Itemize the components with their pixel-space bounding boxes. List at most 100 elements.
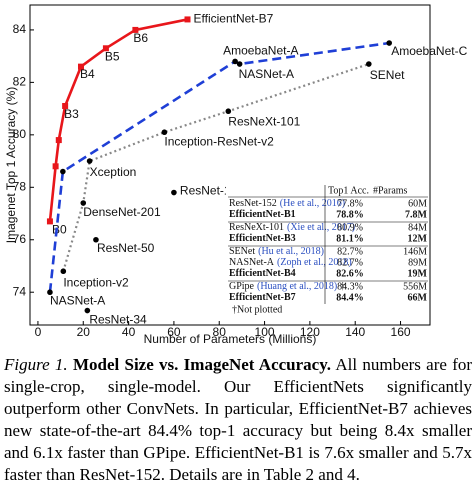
caption-title: Model Size vs. ImageNet Accuracy. [72,355,332,374]
table-model: EfficientNet-B7 [229,292,296,303]
point [47,289,53,296]
point [60,168,66,175]
point [102,45,109,52]
citation: (Hu et al., 2018) [258,246,324,257]
table-box [226,183,429,318]
citation: (Xie et al., 2017) [287,222,355,233]
point [161,129,168,136]
point-label: AmoebaNet-C [391,44,467,58]
point [60,268,67,275]
point [86,158,93,164]
x-tick-label: 60 [167,325,181,339]
table-params: 19M [408,268,428,279]
caption-text: All numbers are for single-crop, single-… [4,355,473,484]
table-model: NASNet-A (Zoph et al., 2018) [229,257,352,268]
y-tick-label: 80 [13,127,27,141]
point [55,137,62,144]
table-footnote: †Not plotted [232,304,282,315]
table-acc: 78.8% [336,209,364,220]
table-model: EfficientNet-B4 [229,268,296,279]
point [80,200,87,206]
point-label: B4 [80,67,95,81]
table-header: Top1 Acc. [328,185,369,196]
point [225,108,232,115]
y-tick-label: 76 [13,232,27,246]
note-mark: † [340,281,345,292]
table-acc: 84.3% [337,281,363,292]
point [62,102,69,109]
x-tick-label: 80 [213,325,227,339]
table-params: 556M [403,281,427,292]
point [232,58,238,65]
point-label: ResNeXt-101 [228,114,300,128]
table-params: 12M [408,233,428,244]
table-acc: 84.4% [336,292,364,303]
x-tick-label: 100 [255,325,275,339]
table-params: 89M [408,257,427,268]
model: ResNeXt-101 [229,222,284,233]
table-model: GPipe (Huang et al., 2018) † [229,281,345,292]
point-label: ResNet-34 [89,313,147,327]
model: ResNet-152 [229,198,277,209]
point-label: AmoebaNet-A [223,44,298,58]
model: EfficientNet-B3 [229,233,296,244]
y-tick-label: 84 [13,22,27,36]
caption: Figure 1. Model Size vs. ImageNet Accura… [4,354,472,486]
x-tick-label: 120 [300,325,320,339]
point-label: Inception-ResNet-v2 [164,134,274,148]
table-params: 84M [408,222,427,233]
x-axis-label: Number of Parameters (Millions) [144,332,317,346]
point [184,16,191,23]
table-header: #Params [373,185,408,196]
point-label: Xception [90,165,137,179]
caption-label: Figure 1. [4,355,68,374]
x-tick-label: 40 [122,325,136,339]
table-params: 146M [403,246,427,257]
point [366,61,372,67]
chart: Number of Parameters (Millions) Imagenet… [4,4,468,346]
point-label: Inception-v2 [63,275,129,289]
point [132,26,139,33]
model: NASNet-A [229,257,275,268]
model: EfficientNet-B1 [229,209,296,220]
x-tick-label: 140 [345,325,365,339]
table-model: EfficientNet-B3 [229,233,296,244]
model: SENet [229,246,255,257]
point-label: B6 [133,31,148,45]
y-tick-label: 82 [13,75,27,89]
table-model: ResNet-152 (He et al., 2016) [229,198,345,209]
point-label: NASNet-A [239,67,294,81]
point-label: DenseNet-201 [83,205,161,219]
point [52,163,59,170]
point-label: B0 [52,223,67,237]
y-tick-label: 78 [13,179,27,193]
table-acc: 82.7% [337,246,363,257]
x-tick-label: 160 [391,325,411,339]
model: GPipe [229,281,255,292]
point [171,189,177,196]
table-acc: 80.9% [337,222,363,233]
x-tick-label: 0 [35,325,42,339]
point-label: SENet [370,68,405,82]
point-label: NASNet-A [50,293,105,307]
point-label: B5 [105,49,120,63]
table-params: 7.8M [405,209,428,220]
table-model: ResNeXt-101 (Xie et al., 2017) [229,222,355,233]
y-axis-label: Imagenet Top 1 Accuracy (%) [4,87,18,244]
series-line [48,18,188,222]
table-params: 66M [408,292,428,303]
point [236,61,243,67]
point [93,236,99,243]
citation: (He et al., 2016) [280,198,345,209]
point [46,218,53,225]
point-label: ResNet-50 [97,241,155,255]
table-params: 60M [408,198,427,209]
table-acc: 82.6% [336,268,364,279]
point [77,63,84,70]
table-acc: 81.1% [336,233,364,244]
table-model: SENet (Hu et al., 2018) [229,246,324,257]
table-acc: 77.8% [337,198,363,209]
point [84,307,91,314]
table-model: EfficientNet-B1 [229,209,296,220]
